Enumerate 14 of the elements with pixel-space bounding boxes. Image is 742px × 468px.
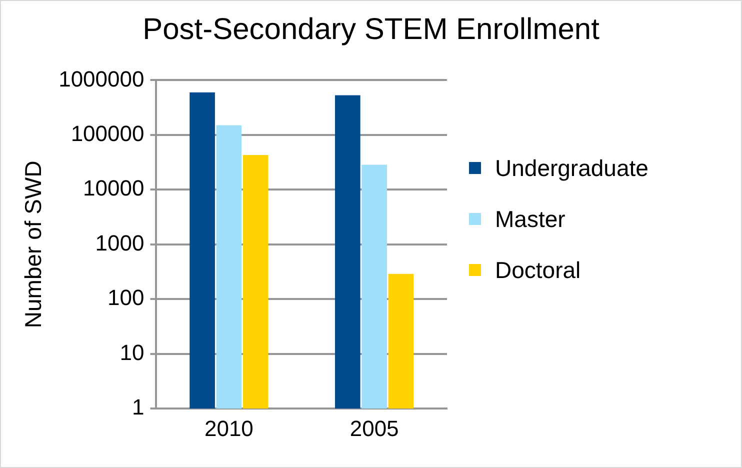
chart-title: Post-Secondary STEM Enrollment [142, 12, 600, 48]
y-tick-label: 1000000 [58, 66, 144, 92]
x-tick-label: 2010 [204, 416, 254, 441]
y-axis-title: Number of SWD [20, 160, 46, 328]
legend-label: Undergraduate [495, 154, 648, 182]
y-tick-label: 1 [132, 394, 144, 420]
y-tick-label: 10000 [83, 176, 144, 201]
x-tick-label: 2005 [350, 416, 399, 441]
y-tick-label: 10 [120, 340, 144, 365]
legend-label: Master [495, 206, 566, 232]
y-tick-label: 100000 [70, 120, 144, 146]
legend-label: Doctoral [495, 256, 581, 284]
y-tick-label: 1000 [95, 230, 144, 256]
y-tick-label: 100 [108, 285, 144, 310]
